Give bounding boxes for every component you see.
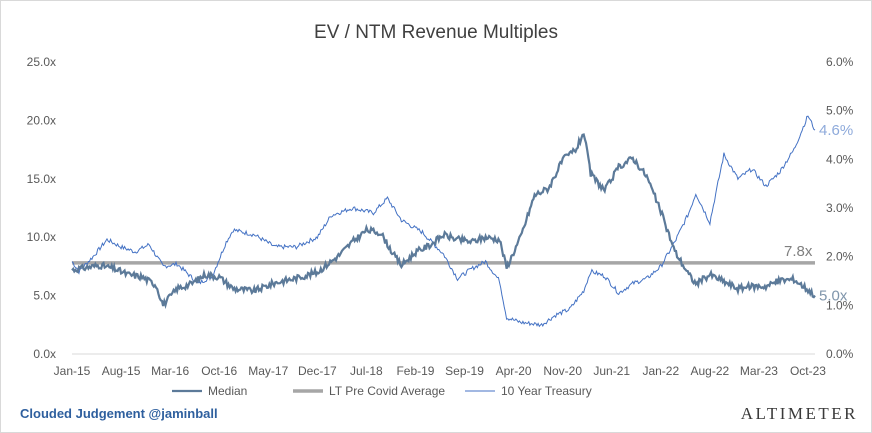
x-tick-label: Apr-20: [496, 364, 532, 378]
median-line: [71, 133, 816, 310]
x-tick-label: Jan-15: [54, 364, 91, 378]
x-tick-label: May-17: [248, 364, 288, 378]
y-right-tick-label: 4.0%: [826, 152, 854, 166]
x-tick-label: Nov-20: [543, 364, 582, 378]
y-left-tick-label: 5.0x: [33, 289, 56, 303]
median-end-label: 5.0x: [819, 288, 848, 305]
x-tick-label: Mar-16: [151, 364, 189, 378]
altimeter-logo: ALTIMETER: [740, 404, 858, 423]
y-right-tick-label: 3.0%: [826, 201, 854, 215]
y-right-tick-label: 1.0%: [826, 298, 854, 312]
x-tick-label: Oct-16: [201, 364, 237, 378]
treasury-end-label: 4.6%: [819, 122, 853, 139]
legend-average-label: LT Pre Covid Average: [329, 384, 445, 398]
y-right-tick-label: 0.0%: [826, 347, 854, 361]
x-tick-label: Jun-21: [593, 364, 630, 378]
x-tick-label: Mar-23: [740, 364, 778, 378]
y-left-tick-label: 20.0x: [27, 113, 56, 127]
x-tick-label: Aug-15: [102, 364, 141, 378]
treasury-line: [71, 115, 816, 328]
x-tick-label: Aug-22: [691, 364, 730, 378]
legend-treasury-label: 10 Year Treasury: [501, 384, 592, 398]
brand-credit: Clouded Judgement @jaminball: [20, 406, 218, 421]
chart-title: EV / NTM Revenue Multiples: [314, 22, 558, 43]
y-left-tick-label: 25.0x: [27, 55, 56, 69]
y-left-tick-label: 10.0x: [27, 230, 56, 244]
x-tick-label: Oct-23: [790, 364, 826, 378]
y-left-tick-label: 15.0x: [27, 172, 56, 186]
x-tick-label: Feb-19: [396, 364, 434, 378]
y-right-tick-label: 2.0%: [826, 250, 854, 264]
x-tick-label: Jul-18: [350, 364, 383, 378]
x-tick-label: Dec-17: [298, 364, 337, 378]
average-label: 7.8x: [784, 243, 813, 260]
y-right-tick-label: 5.0%: [826, 104, 854, 118]
x-tick-label: Sep-19: [445, 364, 484, 378]
y-right-tick-label: 6.0%: [826, 55, 854, 69]
x-tick-label: Jan-22: [642, 364, 679, 378]
y-left-tick-label: 0.0x: [33, 347, 56, 361]
legend-median-label: Median: [208, 384, 247, 398]
